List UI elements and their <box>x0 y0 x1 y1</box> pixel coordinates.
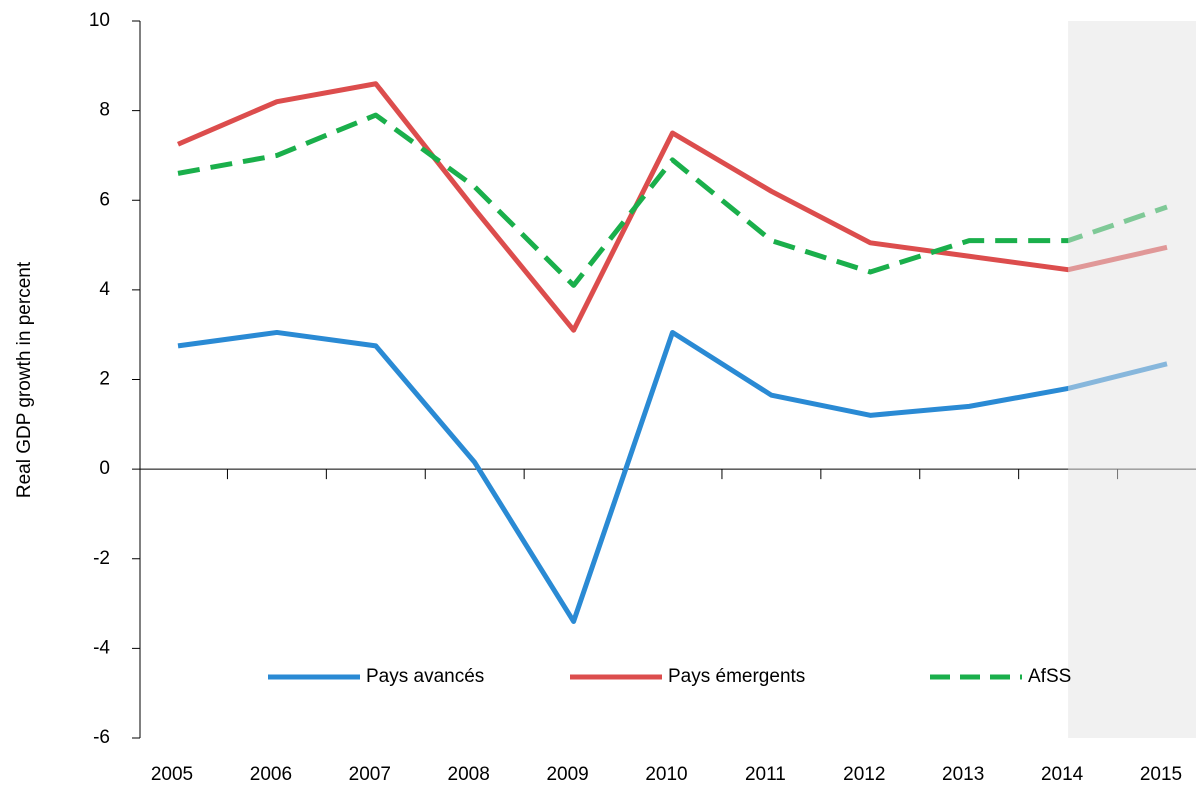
x-tick-label: 2010 <box>645 764 687 785</box>
series-line <box>177 112 1168 288</box>
x-tick-label: 2014 <box>1041 764 1084 785</box>
y-tick-label: 8 <box>99 100 110 121</box>
y-tick-label: 2 <box>99 369 110 390</box>
x-tick-label: 2009 <box>546 764 588 785</box>
x-tick-label: 2007 <box>349 764 391 785</box>
y-tick-label: 0 <box>99 458 110 479</box>
x-tick-label: 2008 <box>448 764 490 785</box>
x-tick-label: 2013 <box>942 764 984 785</box>
y-tick-label: 10 <box>89 10 110 31</box>
x-tick-label: 2006 <box>250 764 292 785</box>
y-tick-label: 6 <box>99 189 110 210</box>
y-tick-label: -4 <box>93 637 110 658</box>
y-tick-label: 4 <box>99 279 110 300</box>
x-tick-label: 2005 <box>151 764 193 785</box>
x-tick-label: 2011 <box>745 764 786 785</box>
series-line <box>177 81 1168 333</box>
y-tick-label: -6 <box>93 727 110 748</box>
series-line <box>177 329 1168 624</box>
legend-label: AfSS <box>1028 666 1071 687</box>
legend-label: Pays émergents <box>668 666 805 687</box>
y-tick-label: -2 <box>93 548 110 569</box>
y-axis-label: Real GDP growth in percent <box>14 261 35 498</box>
legend-label: Pays avancés <box>366 666 484 687</box>
x-tick-label: 2012 <box>843 764 885 785</box>
projection-shade <box>1068 21 1196 738</box>
x-tick-label: 2015 <box>1140 764 1182 785</box>
